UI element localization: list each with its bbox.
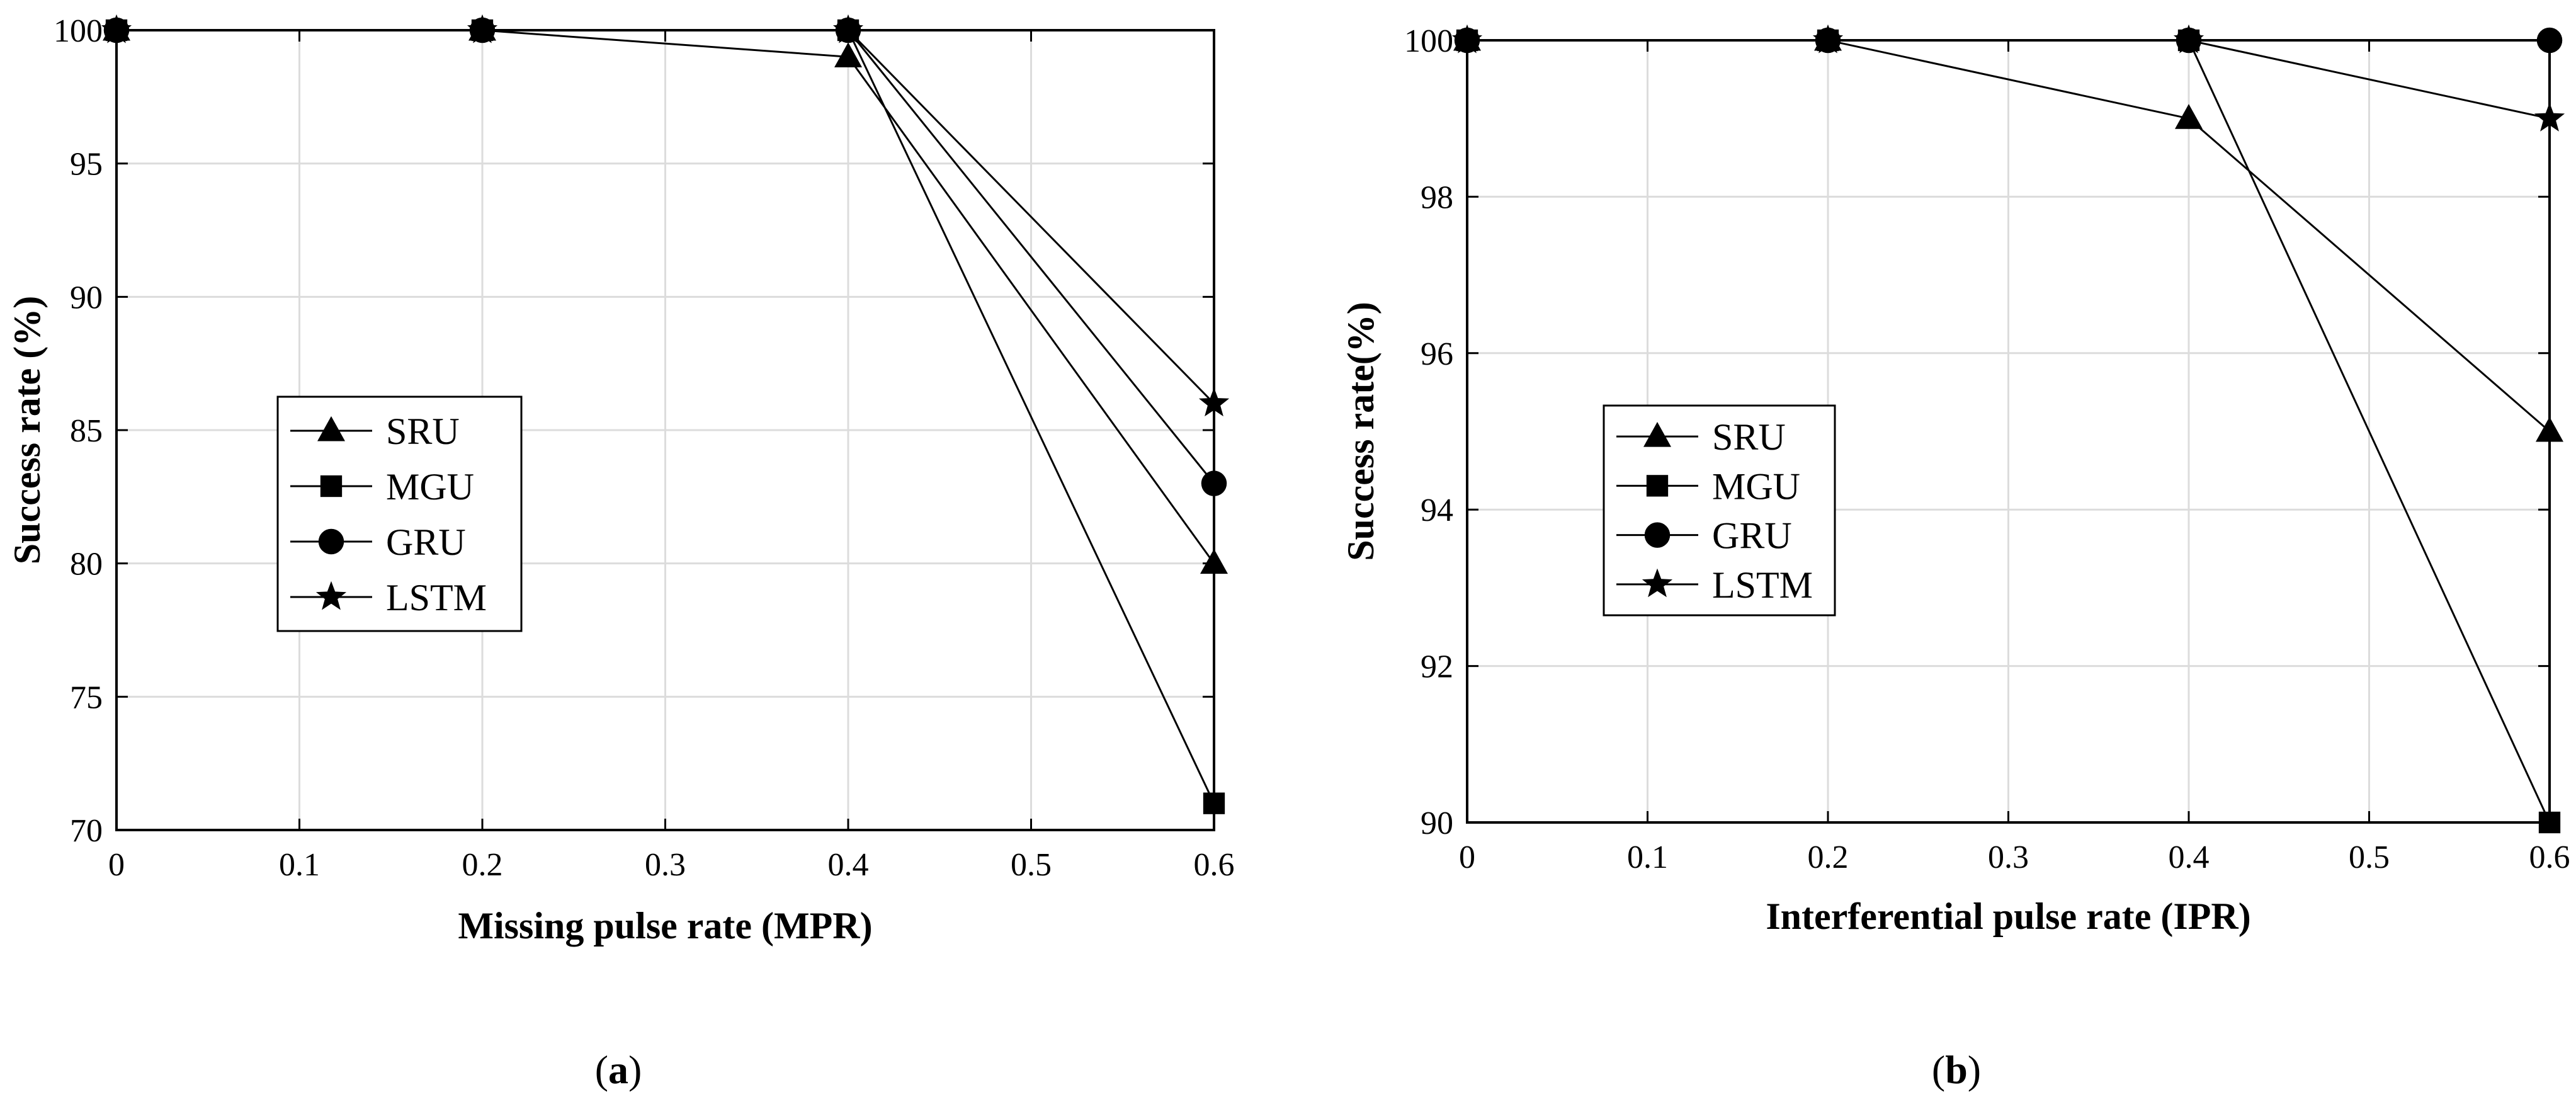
legend-label: MGU <box>386 466 474 508</box>
y-tick-label: 92 <box>1421 649 1453 685</box>
chart-panel-b: 0 0.1 0.2 0.3 0.4 0.5 0.6 90 92 94 96 98 100 Interfer… <box>1340 23 2570 1092</box>
x-tick-label: 0.2 <box>1808 839 1849 875</box>
legend-item: GRU <box>1616 515 1792 557</box>
triangle-marker-icon <box>317 416 345 441</box>
legend: SRU MGU GRU LSTM <box>276 395 523 632</box>
x-tick-label: 0.1 <box>1627 839 1668 875</box>
y-tick-label: 90 <box>70 280 103 316</box>
data-point-lstm <box>467 14 498 43</box>
legend-label: SRU <box>386 411 460 452</box>
legend: SRU MGU GRU LSTM <box>1603 404 1836 617</box>
y-tick-label: 94 <box>1421 492 1453 528</box>
x-tick-label: 0.3 <box>645 847 686 883</box>
x-tick-label: 0.6 <box>1194 847 1235 883</box>
data-point-sru <box>1200 549 1228 574</box>
legend-item: GRU <box>290 521 466 563</box>
y-tick-label: 98 <box>1421 179 1453 215</box>
data-point-lstm <box>832 14 864 43</box>
legend-label: GRU <box>386 521 466 563</box>
data-point-gru <box>1201 470 1227 496</box>
legend-item: LSTM <box>1616 564 1813 606</box>
y-tick-label: 80 <box>70 547 103 583</box>
data-point-lstm <box>1198 387 1230 417</box>
data-point-sru <box>2175 104 2203 129</box>
x-tick-label: 0.6 <box>2529 839 2570 875</box>
x-tick-label: 0.2 <box>462 847 503 883</box>
legend-item: MGU <box>1616 465 1800 507</box>
square-marker-icon <box>320 475 343 498</box>
triangle-marker-icon <box>1643 422 1671 447</box>
data-point-mgu <box>2538 811 2561 834</box>
legend-item: SRU <box>290 411 460 452</box>
x-tick-label: 0.4 <box>828 847 869 883</box>
legend-label: GRU <box>1712 515 1792 557</box>
star-marker-icon <box>1642 568 1673 598</box>
legend-item: LSTM <box>290 577 487 618</box>
star-marker-icon <box>315 581 347 610</box>
x-axis-label: Missing pulse rate (MPR) <box>458 905 872 947</box>
x-tick-label: 0 <box>1459 839 1475 875</box>
legend-item: SRU <box>1616 416 1786 458</box>
legend-item: MGU <box>290 466 474 508</box>
y-tick-label: 100 <box>54 13 103 49</box>
x-tick-label: 0.4 <box>2169 839 2210 875</box>
x-tick-label: 0.3 <box>1988 839 2029 875</box>
y-tick-label: 100 <box>1404 23 1453 59</box>
data-point-lstm <box>2534 102 2565 132</box>
series-line-lstm <box>116 29 1215 404</box>
data-point-sru <box>2536 416 2563 442</box>
data-point-lstm <box>101 14 132 43</box>
y-axis-label: Success rate (%) <box>6 296 48 565</box>
x-tick-label: 0.5 <box>2349 839 2390 875</box>
chart-panel-a: 0 0.1 0.2 0.3 0.4 0.5 0.6 70 75 80 85 90 95 100 Missin… <box>6 13 1235 1092</box>
y-tick-label: 90 <box>1421 805 1453 841</box>
data-point-lstm <box>1451 24 1483 54</box>
data-point-gru <box>2536 27 2563 54</box>
legend-label: SRU <box>1712 416 1786 458</box>
y-tick-label: 85 <box>70 413 103 449</box>
data-point-lstm <box>2173 24 2204 54</box>
data-point-mgu <box>1203 792 1225 814</box>
data-point-lstm <box>1812 24 1844 54</box>
x-tick-label: 0.1 <box>279 847 320 883</box>
y-tick-label: 95 <box>70 147 103 183</box>
y-tick-label: 96 <box>1421 336 1453 372</box>
square-marker-icon <box>1646 475 1669 497</box>
legend-label: LSTM <box>1712 564 1813 606</box>
circle-marker-icon <box>318 528 344 555</box>
legend-label: MGU <box>1712 465 1800 507</box>
y-tick-label: 75 <box>70 680 103 715</box>
panel-caption: (b) <box>1932 1047 1981 1092</box>
x-tick-label: 0.5 <box>1011 847 1052 883</box>
x-tick-label: 0 <box>108 847 125 883</box>
x-axis-label: Interferential pulse rate (IPR) <box>1766 896 2250 937</box>
circle-marker-icon <box>1644 522 1671 548</box>
legend-box <box>1603 404 1836 617</box>
panel-caption: (a) <box>595 1047 642 1092</box>
data-point-sru <box>834 42 862 67</box>
y-tick-label: 70 <box>70 813 103 849</box>
legend-label: LSTM <box>386 577 487 618</box>
legend-box <box>276 395 523 632</box>
y-axis-label: Success rate(%) <box>1340 302 1382 561</box>
series-line-lstm <box>1467 39 2550 120</box>
